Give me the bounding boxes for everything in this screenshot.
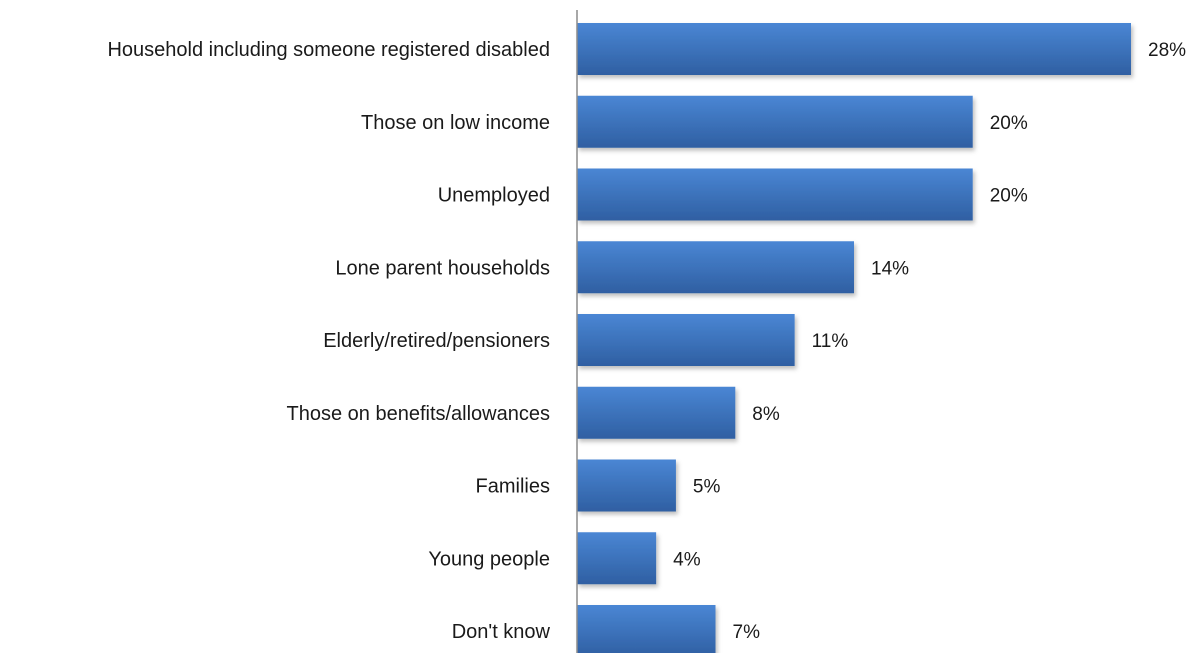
bar [577,168,973,221]
value-label: 4% [673,549,701,570]
bars-layer [577,23,1131,653]
bar [577,386,736,439]
value-label: 14% [871,258,909,279]
bar [577,459,676,512]
value-label: 20% [990,186,1028,207]
category-label: Young people [428,548,550,570]
bar [577,532,657,585]
value-label: 11% [812,331,849,352]
category-label: Don't know [452,621,551,643]
labels-layer: Household including someone registered d… [107,39,1186,643]
category-label: Lone parent households [335,257,550,279]
bar [577,241,854,294]
category-label: Those on low income [361,112,550,134]
category-label: Those on benefits/allowances [287,403,551,425]
value-label: 20% [990,113,1028,134]
bar [577,95,973,148]
category-label: Household including someone registered d… [107,39,550,61]
value-label: 28% [1148,40,1186,61]
value-label: 8% [752,404,780,425]
value-label: 7% [733,622,761,643]
bar [577,314,795,366]
category-label: Unemployed [438,185,550,207]
bar [577,23,1131,75]
value-label: 5% [693,477,721,498]
category-label: Elderly/retired/pensioners [323,330,550,352]
bar [577,605,716,653]
category-label: Families [476,476,550,498]
